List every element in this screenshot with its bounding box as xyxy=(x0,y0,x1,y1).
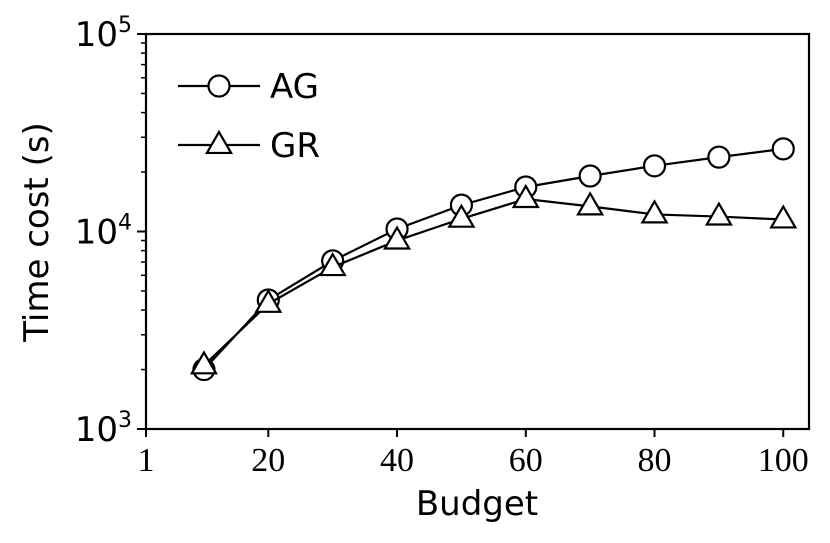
data-point-ag xyxy=(578,164,602,188)
x-tick-label: 80 xyxy=(638,442,672,479)
legend-marker xyxy=(207,74,231,98)
data-point-gr xyxy=(769,204,798,229)
y-tick-label: 103 xyxy=(75,408,132,450)
plot-frame xyxy=(144,32,811,431)
series-line-gr xyxy=(203,197,784,367)
y-tick-base: 10 xyxy=(75,410,118,450)
data-point-gr xyxy=(189,350,218,375)
x-tick-label: 60 xyxy=(509,442,543,479)
x-tick-label: 20 xyxy=(251,442,285,479)
data-point-gr xyxy=(318,251,347,277)
y-axis-title: Time cost (s) xyxy=(17,122,57,343)
data-point-gr xyxy=(383,225,412,250)
series-gr xyxy=(189,183,798,375)
data-point-gr xyxy=(704,201,733,226)
series-layer xyxy=(189,137,798,382)
data-point-ag xyxy=(707,145,731,169)
data-point-gr xyxy=(511,183,540,209)
y-tick-base: 10 xyxy=(75,15,118,55)
legend-label: GR xyxy=(270,126,320,166)
legend-item-ag: AG xyxy=(178,67,319,107)
x-axis-ticks: 1 20 40 60 80 100 xyxy=(138,429,809,479)
y-tick-exponent: 5 xyxy=(118,13,132,38)
y-tick-label: 105 xyxy=(75,13,132,55)
data-point-ag xyxy=(771,137,795,161)
series-line-ag xyxy=(203,147,784,371)
y-tick-base: 10 xyxy=(75,213,118,253)
y-tick-exponent: 4 xyxy=(118,211,132,236)
legend: AG GR xyxy=(178,67,320,166)
data-point-gr xyxy=(254,288,283,313)
data-point-gr xyxy=(447,203,476,228)
data-point-gr xyxy=(640,199,669,224)
legend-marker xyxy=(204,129,234,155)
legend-label: AG xyxy=(270,67,319,107)
x-tick-label: 40 xyxy=(380,442,414,479)
legend-item-gr: GR xyxy=(178,126,320,166)
data-point-ag xyxy=(642,154,667,178)
series-ag xyxy=(192,137,795,382)
x-tick-label: 100 xyxy=(758,442,809,479)
x-axis-title: Budget xyxy=(416,484,538,524)
y-tick-exponent: 3 xyxy=(118,408,132,433)
x-tick-label: 1 xyxy=(138,442,155,479)
y-tick-label: 104 xyxy=(75,211,132,253)
data-point-gr xyxy=(576,191,605,216)
